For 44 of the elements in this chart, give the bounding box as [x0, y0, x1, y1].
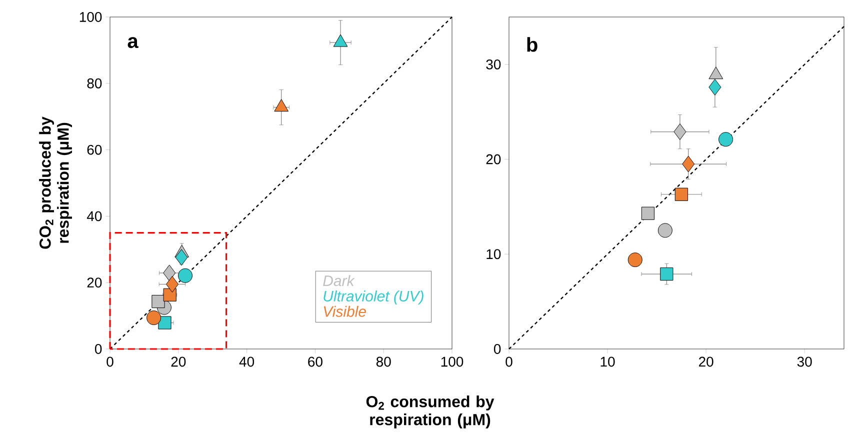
point [152, 294, 165, 308]
point [658, 223, 672, 238]
y-tick-label: 80 [87, 78, 102, 88]
x-tick-label: 60 [308, 356, 322, 367]
y-tick-label: 40 [86, 211, 102, 222]
y-tick-label: 0 [94, 344, 102, 354]
x-axis-title: O$_{2}$ consumed by respiration (μM) [366, 396, 494, 428]
y-tick-label: 60 [87, 144, 102, 155]
point [175, 249, 188, 266]
y-tick-label: 100 [80, 12, 102, 22]
x-tick-label: 20 [698, 356, 714, 367]
x-tick-label: 0 [106, 356, 114, 367]
point [163, 288, 176, 302]
x-tick-label: 10 [600, 356, 615, 367]
point [674, 188, 688, 201]
y-tick-label: 20 [486, 154, 501, 164]
text: Ultraviolet (UV) [324, 290, 424, 304]
y-tick-label: 0 [494, 344, 501, 354]
point [641, 206, 654, 220]
x-tick-label: 0 [506, 356, 512, 367]
point [333, 34, 348, 47]
text: Dark [323, 275, 355, 286]
x-tick-label: 80 [376, 356, 391, 367]
point [660, 268, 674, 281]
x-tick-label: 40 [239, 356, 254, 367]
text: b [527, 37, 538, 52]
point [163, 264, 176, 282]
point [682, 156, 695, 172]
point [146, 310, 162, 326]
point [628, 252, 642, 268]
x-tick-label: 30 [797, 356, 812, 367]
text: a [128, 37, 138, 48]
y-tick-label: 30 [486, 59, 501, 70]
x-tick-label: 20 [171, 356, 186, 367]
text: Visible [324, 306, 366, 317]
point [158, 316, 172, 330]
point [708, 78, 722, 96]
point [718, 132, 734, 147]
x-tick-label: 100 [441, 356, 464, 367]
y-tick-label: 20 [87, 278, 102, 288]
point [166, 276, 179, 292]
y-tick-label: 10 [486, 249, 501, 260]
point [674, 124, 686, 140]
point [178, 268, 192, 283]
